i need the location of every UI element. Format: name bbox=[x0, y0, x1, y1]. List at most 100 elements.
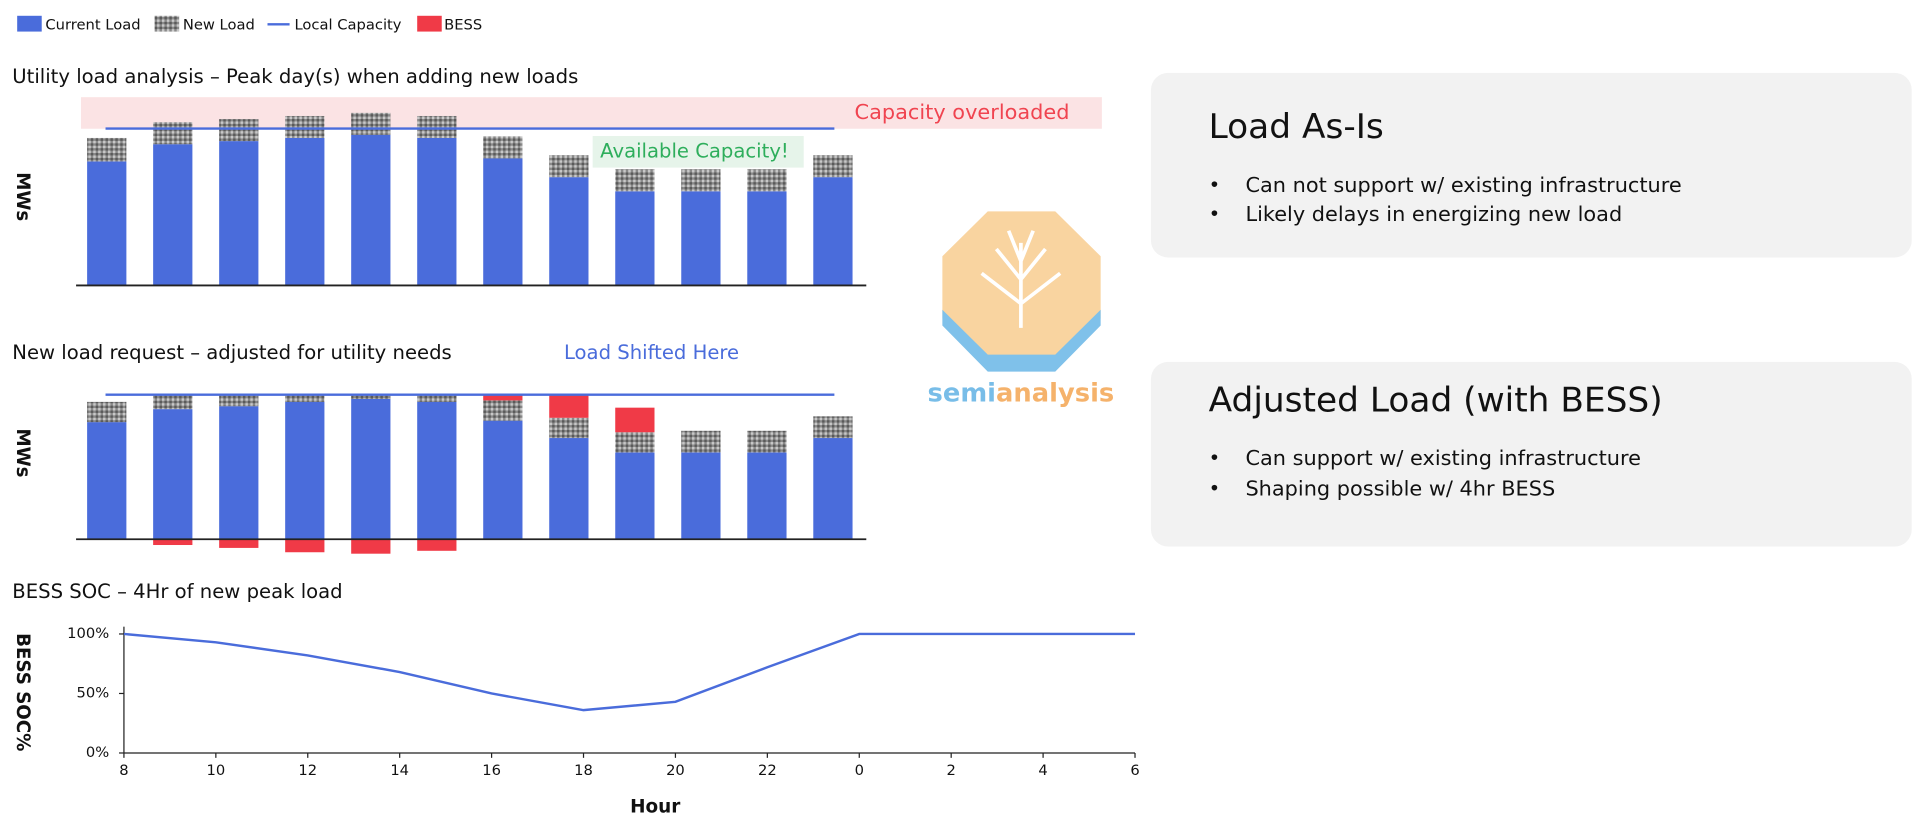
legend-swatch bbox=[417, 15, 442, 32]
bar-segment bbox=[549, 177, 589, 286]
bar-segment bbox=[285, 394, 325, 402]
bar-segment bbox=[351, 394, 391, 399]
chart-title: BESS SOC – 4Hr of new peak load bbox=[12, 580, 342, 603]
x-axis-title: Hour bbox=[630, 797, 680, 818]
bar-segment bbox=[219, 539, 259, 548]
bar-segment bbox=[747, 191, 787, 286]
bar-segment bbox=[813, 416, 853, 439]
bullet-dot: • bbox=[1209, 173, 1221, 196]
annotation-box bbox=[592, 136, 804, 168]
bar-segment bbox=[483, 136, 523, 159]
bar-segment bbox=[87, 422, 127, 540]
bar-segment bbox=[351, 539, 391, 554]
y-tick-label: 50% bbox=[77, 685, 110, 702]
bar-segment bbox=[153, 394, 193, 410]
bar-segment bbox=[87, 401, 127, 423]
bar-segment bbox=[813, 155, 853, 178]
bar-segment bbox=[153, 409, 193, 540]
bar-segment bbox=[417, 539, 457, 551]
x-tick-label: 16 bbox=[482, 762, 501, 779]
bar-segment bbox=[417, 115, 457, 138]
bar-segment bbox=[351, 134, 391, 286]
bullet-dot: • bbox=[1209, 447, 1221, 470]
panel bbox=[1150, 72, 1912, 258]
legend-label: Local Capacity bbox=[294, 17, 401, 34]
bar-segment bbox=[87, 137, 127, 162]
bar-segment bbox=[549, 394, 589, 418]
bar-segment bbox=[285, 115, 325, 138]
bar-segment bbox=[615, 452, 655, 540]
bar-segment bbox=[681, 191, 721, 286]
bar-segment bbox=[615, 191, 655, 286]
y-tick-label: 100% bbox=[67, 625, 109, 642]
logo: semianalysis bbox=[928, 211, 1115, 409]
legend-label: Current Load bbox=[45, 17, 140, 34]
annotation: Load Shifted Here bbox=[564, 341, 739, 364]
bar-segment bbox=[549, 438, 589, 540]
bar-segment bbox=[351, 112, 391, 135]
x-tick-label: 6 bbox=[1130, 762, 1139, 779]
bar-segment bbox=[549, 155, 589, 178]
bar-segment bbox=[681, 452, 721, 540]
x-tick-label: 18 bbox=[574, 762, 593, 779]
x-tick-label: 2 bbox=[946, 762, 955, 779]
soc-line bbox=[123, 632, 1136, 712]
panel-bullet: Can not support w/ existing infrastructu… bbox=[1245, 173, 1681, 197]
bar-segment bbox=[681, 169, 721, 192]
bar-segment bbox=[219, 141, 259, 286]
panel bbox=[1150, 361, 1912, 547]
bullet-dot: • bbox=[1209, 477, 1221, 500]
legend-swatch bbox=[154, 15, 180, 32]
bar-segment bbox=[219, 394, 259, 407]
svg-text:semianalysis: semianalysis bbox=[928, 379, 1115, 409]
bullet-dot: • bbox=[1209, 203, 1221, 226]
legend-label: BESS bbox=[444, 17, 482, 34]
chart-title: Utility load analysis – Peak day(s) when… bbox=[12, 65, 578, 88]
bar-segment bbox=[417, 137, 457, 286]
bar-segment bbox=[351, 398, 391, 540]
bar-segment bbox=[747, 169, 787, 192]
annotation: Capacity overloaded bbox=[855, 100, 1070, 124]
bar-segment bbox=[219, 406, 259, 540]
bar-segment bbox=[681, 430, 721, 453]
bar-segment bbox=[417, 394, 457, 402]
bar-segment bbox=[483, 420, 523, 540]
panel-title: Load As-Is bbox=[1209, 107, 1384, 147]
logo-text: semi bbox=[928, 379, 996, 409]
bar-segment bbox=[285, 401, 325, 540]
bar-segment bbox=[549, 417, 589, 439]
panel-title: Adjusted Load (with BESS) bbox=[1209, 381, 1663, 421]
x-tick-label: 14 bbox=[390, 762, 409, 779]
legend-swatch bbox=[17, 15, 42, 32]
x-tick-label: 4 bbox=[1038, 762, 1047, 779]
bar-segment bbox=[747, 430, 787, 453]
x-tick-label: 8 bbox=[119, 762, 128, 779]
bar-segment bbox=[483, 400, 523, 421]
bar-segment bbox=[153, 122, 193, 145]
bar-segment bbox=[813, 438, 853, 540]
bar-segment bbox=[153, 539, 193, 546]
bar-segment bbox=[483, 394, 523, 401]
bar-segment bbox=[615, 407, 655, 433]
y-axis-title: BESS SOC% bbox=[12, 633, 33, 751]
x-tick-label: 10 bbox=[206, 762, 225, 779]
bar-segment bbox=[285, 539, 325, 553]
bar-segment bbox=[615, 432, 655, 453]
bar-segment bbox=[87, 161, 127, 286]
bar-segment bbox=[219, 119, 259, 142]
legend-label: New Load bbox=[183, 17, 255, 34]
bar-segment bbox=[615, 169, 655, 192]
bar-segment bbox=[747, 452, 787, 540]
x-tick-label: 12 bbox=[298, 762, 317, 779]
annotation: Available Capacity! bbox=[600, 139, 789, 162]
bar-segment bbox=[153, 144, 193, 286]
y-axis-title: MWs bbox=[12, 172, 33, 221]
bar-segment bbox=[285, 137, 325, 286]
panel-bullet: Can support w/ existing infrastructure bbox=[1245, 446, 1641, 470]
y-axis-title: MWs bbox=[12, 428, 33, 477]
bar-segment bbox=[483, 158, 523, 286]
bar-segment bbox=[813, 177, 853, 286]
x-tick-label: 20 bbox=[666, 762, 685, 779]
